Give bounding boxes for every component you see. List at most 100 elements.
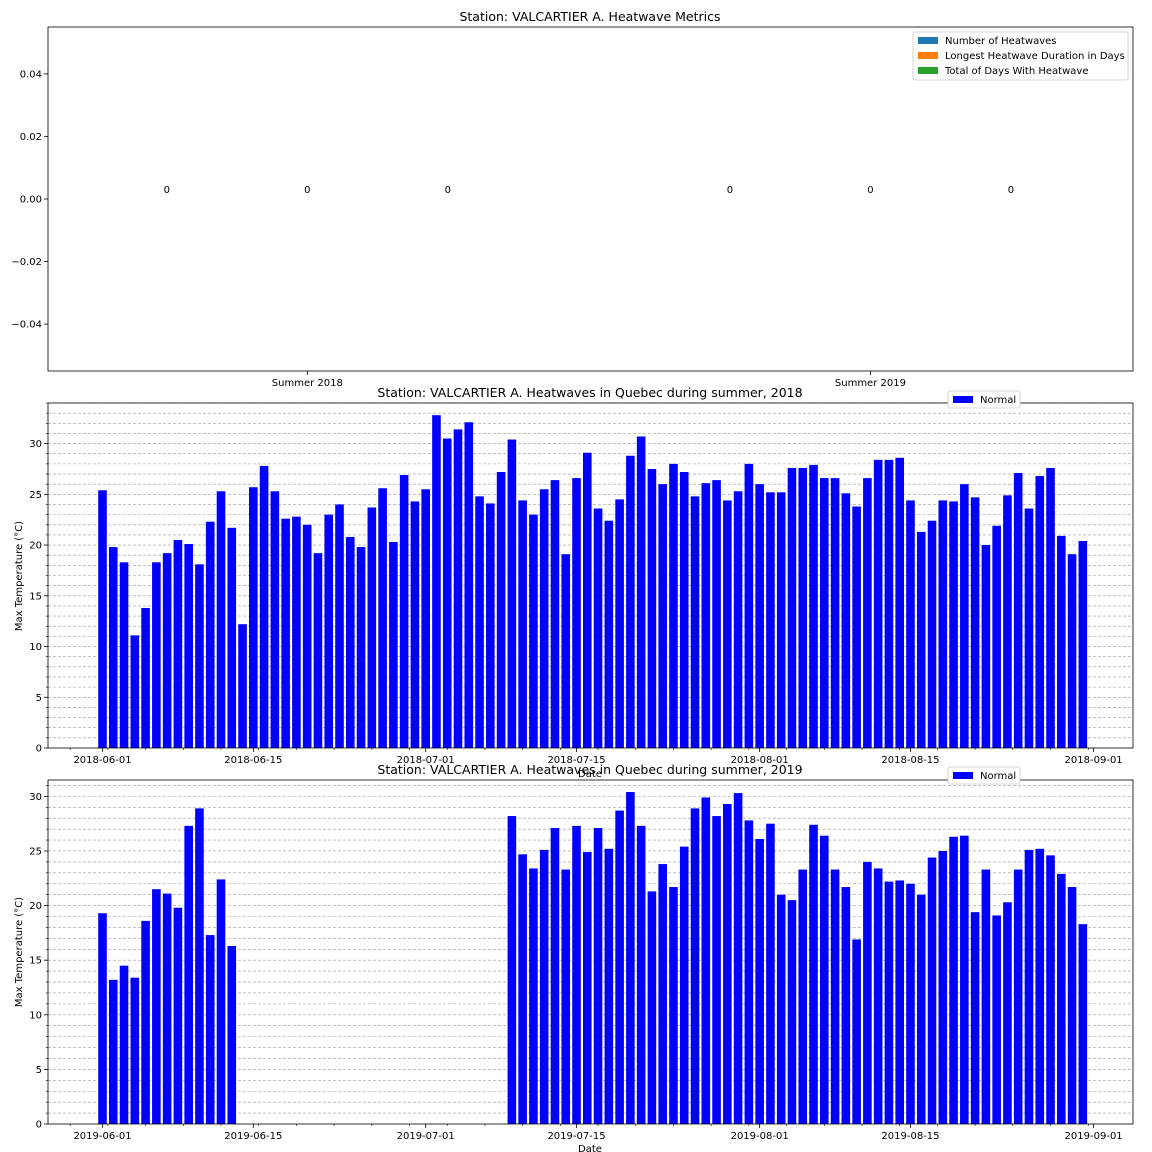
summer-2018-y-axis: 0 5 10 15 20 25 30 <box>29 402 48 755</box>
temperature-bar <box>550 828 560 1124</box>
temperature-bar <box>507 439 517 748</box>
temperature-bar <box>776 894 786 1124</box>
x-tick-label: 2019-09-01 <box>1065 1131 1123 1142</box>
temperature-bar <box>227 945 237 1124</box>
temperature-bar <box>744 820 754 1124</box>
metrics-legend-box <box>912 31 1129 81</box>
metrics-y-tick-label: 0.00 <box>20 195 42 206</box>
temperature-bar <box>195 808 204 1124</box>
temperature-bar <box>873 868 883 1124</box>
temperature-bar <box>518 854 527 1124</box>
temperature-bar <box>809 464 818 748</box>
x-tick-label: 2019-07-15 <box>547 1131 605 1142</box>
temperature-bar <box>130 977 140 1124</box>
summer-2019-bars <box>98 792 1088 1124</box>
temperature-bar <box>841 493 851 748</box>
temperature-bar <box>884 881 894 1124</box>
temperature-bar <box>852 939 861 1124</box>
summer-2019-y-axis: 0 5 10 15 20 25 30 <box>29 785 48 1131</box>
temperature-bar <box>184 544 193 748</box>
summer-2018-title: Station: VALCARTIER A. Heatwaves in Queb… <box>377 385 802 400</box>
metrics-legend: Number of Heatwaves Longest Heatwave Dur… <box>912 31 1129 81</box>
temperature-bar <box>453 429 463 748</box>
metrics-data-label: 0 <box>304 185 310 196</box>
temperature-bar <box>766 492 775 748</box>
temperature-bar <box>992 915 1001 1124</box>
temperature-bar <box>98 913 107 1124</box>
temperature-bar <box>550 480 560 748</box>
temperature-bar <box>755 484 764 748</box>
temperature-bar <box>841 887 851 1124</box>
temperature-bar <box>884 459 894 748</box>
temperature-bar <box>572 478 581 748</box>
temperature-bar <box>723 804 732 1124</box>
temperature-bar <box>162 553 172 748</box>
y-tick-label: 0 <box>36 744 42 755</box>
temperature-bar <box>723 500 732 748</box>
temperature-bar <box>421 489 430 748</box>
metrics-y-tick-label: 0.02 <box>20 132 42 143</box>
temperature-bar <box>819 478 829 748</box>
temperature-bar <box>981 869 991 1124</box>
temperature-bar <box>475 496 484 748</box>
temperature-bar <box>141 607 150 748</box>
temperature-bar <box>658 484 667 748</box>
temperature-bar <box>313 553 323 748</box>
metrics-data-label: 0 <box>1008 185 1014 196</box>
metrics-y-tick-label: −0.02 <box>11 257 42 268</box>
temperature-bar <box>152 889 161 1124</box>
temperature-bar <box>626 792 635 1124</box>
metrics-y-tick-label: −0.04 <box>11 320 42 331</box>
metrics-data-labels: 0 0 0 0 0 0 <box>164 185 1014 196</box>
temperature-bar <box>615 810 624 1124</box>
summer-2018-plot-frame <box>47 402 1134 749</box>
temperature-bar <box>690 808 700 1124</box>
temperature-bar <box>970 497 980 748</box>
temperature-bar <box>141 920 150 1124</box>
summer-2019-x-axis: 2019-06-01 2019-06-15 2019-07-01 2019-07-15… <box>69 1124 1123 1142</box>
temperature-bar <box>830 478 840 748</box>
y-tick-label: 20 <box>29 541 42 552</box>
temperature-bar <box>270 491 280 748</box>
x-tick-label: 2019-08-01 <box>731 1131 789 1142</box>
temperature-bar <box>744 463 754 748</box>
temperature-bar <box>895 880 905 1124</box>
temperature-bar <box>949 501 958 748</box>
temperature-bar <box>539 489 549 748</box>
temperature-bar <box>572 825 581 1124</box>
temperature-bar <box>249 487 258 748</box>
temperature-bar <box>561 554 571 748</box>
temperature-bar <box>787 467 797 748</box>
temperature-bar <box>647 891 657 1124</box>
temperature-bar <box>302 524 312 748</box>
legend-label-normal-2018: Normal <box>980 395 1016 406</box>
temperature-bar <box>798 869 808 1124</box>
temperature-bar <box>733 793 743 1124</box>
temperature-bar <box>733 491 743 748</box>
temperature-bar <box>593 828 603 1124</box>
summer-2019-y-label: Max Temperature (°C) <box>14 897 25 1007</box>
temperature-bar <box>561 869 571 1124</box>
temperature-bar <box>345 536 355 748</box>
temperature-bar <box>1024 849 1034 1124</box>
metrics-data-label: 0 <box>867 185 873 196</box>
legend-label-normal-2019: Normal <box>980 771 1016 782</box>
temperature-bar <box>701 797 711 1124</box>
temperature-bar <box>1056 535 1066 748</box>
temperature-bar <box>863 861 872 1124</box>
summer-2018-x-label: Date <box>578 769 602 780</box>
summer-2018-y-label: Max Temperature (°C) <box>14 521 25 631</box>
temperature-bar <box>766 823 775 1124</box>
y-tick-label: 25 <box>29 846 42 857</box>
temperature-bar <box>399 475 409 748</box>
x-tick-label: 2019-06-15 <box>224 1131 282 1142</box>
temperature-bar <box>98 490 107 748</box>
summer-2018-bars <box>98 415 1088 748</box>
temperature-bar <box>615 499 624 748</box>
temperature-bar <box>712 480 721 748</box>
temperature-bar <box>324 514 334 748</box>
temperature-bar <box>152 562 161 748</box>
temperature-bar <box>776 492 786 748</box>
temperature-bar <box>679 846 689 1124</box>
temperature-bar <box>669 887 678 1124</box>
